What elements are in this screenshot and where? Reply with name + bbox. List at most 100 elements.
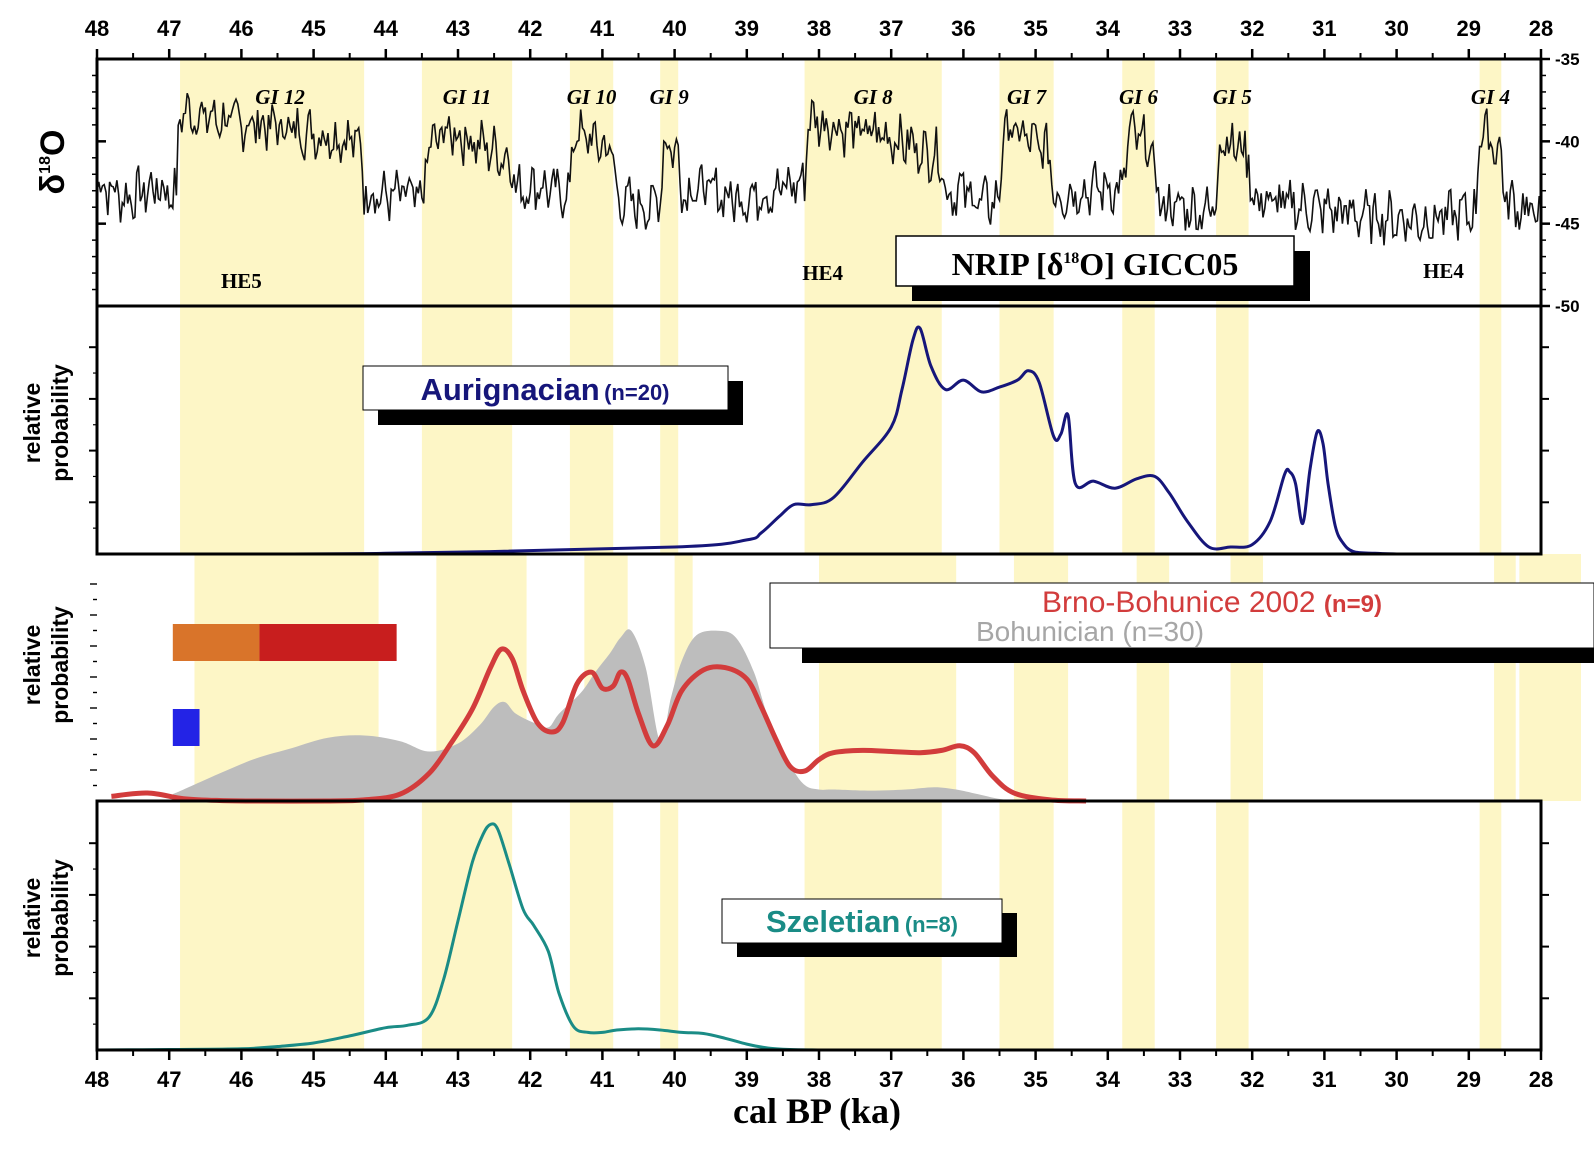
range-bar-orange (172, 624, 260, 661)
x-tick-label-top: 43 (446, 16, 470, 41)
x-tick-label-bottom: 42 (518, 1067, 542, 1092)
interstadial-band (180, 801, 365, 1050)
x-tick-label-bottom: 36 (951, 1067, 975, 1092)
x-tick-label-top: 35 (1023, 16, 1047, 41)
x-tick-label-bottom: 28 (1529, 1067, 1553, 1092)
x-tick-label-bottom: 45 (301, 1067, 325, 1092)
bohunice-panel (111, 624, 1087, 804)
brno-legend-n: (n=9) (1324, 591, 1382, 618)
x-tick-label-bottom: 39 (735, 1067, 759, 1092)
x-tick-label-top: 40 (662, 16, 686, 41)
szeletian-ylabel-line1: relative (19, 878, 45, 959)
aurignacian-series-line (96, 325, 1397, 556)
x-tick-label-top: 30 (1384, 16, 1408, 41)
range-bar-blue (172, 709, 200, 746)
interstadial-band (1479, 801, 1502, 1050)
interstadial-label: GI 10 (567, 85, 617, 109)
interstadial-band (660, 801, 679, 1050)
brno-legend-name: Brno-Bohunice 2002 (1042, 586, 1316, 619)
bohunice-ylabel-line2: probability (47, 606, 73, 724)
heinrich-event-label: HE4 (802, 261, 843, 285)
interstadial-band (421, 801, 513, 1050)
interstadial-label: GI 6 (1119, 85, 1159, 109)
x-tick-label-bottom: 47 (157, 1067, 181, 1092)
bohunician-legend-name: Bohunician (976, 616, 1115, 647)
x-tick-label-top: 31 (1312, 16, 1336, 41)
x-tick-label-bottom: 37 (879, 1067, 903, 1092)
y-tick-label-right: -50 (1555, 297, 1580, 316)
aurignacian-ylabel-line2: probability (47, 364, 73, 482)
d18o-legend: NRIP [δ18O] GICC05 (895, 235, 1310, 301)
x-tick-label-bottom: 48 (85, 1067, 109, 1092)
x-tick-label-top: 41 (590, 16, 614, 41)
x-axis-title: cal BP (ka) (733, 1091, 901, 1131)
bohunician-area (172, 629, 1051, 801)
x-tick-label-bottom: 43 (446, 1067, 470, 1092)
szeletian-ylabel-line2: probability (47, 859, 73, 977)
svg-text:δ18O: δ18O (34, 130, 72, 195)
aurignacian-ylabel-line1: relative (19, 383, 45, 464)
x-tick-label-bottom: 34 (1096, 1067, 1121, 1092)
x-tick-label-bottom: 44 (374, 1067, 399, 1092)
svg-text:Bohunician (n=30): Bohunician (n=30) (976, 616, 1204, 647)
x-tick-label-top: 46 (229, 16, 253, 41)
x-tick-label-top: 32 (1240, 16, 1264, 41)
x-tick-label-top: 48 (85, 16, 109, 41)
svg-text:Brno-Bohunice 2002 (n=9): Brno-Bohunice 2002 (n=9) (1042, 586, 1382, 619)
interstadial-label: GI 11 (443, 85, 491, 109)
interstadial-label: GI 9 (650, 85, 690, 109)
interstadial-band (569, 801, 614, 1050)
heinrich-event-label: HE5 (221, 269, 262, 293)
szeletian-panel (96, 822, 820, 1052)
x-tick-label-bottom: 41 (590, 1067, 614, 1092)
x-tick-label-bottom: 31 (1312, 1067, 1336, 1092)
d18o-series-line (96, 92, 1542, 246)
y-tick-label-right: -45 (1555, 215, 1580, 234)
x-tick-label-top: 39 (735, 16, 759, 41)
bohunician-legend-n: (n=30) (1122, 616, 1204, 647)
szeletian-series-line (96, 822, 820, 1052)
svg-text:NRIP [δ18O] GICC05: NRIP [δ18O] GICC05 (952, 246, 1239, 282)
interstadial-label: GI 4 (1471, 85, 1510, 109)
heinrich-event-label: HE4 (1423, 259, 1464, 283)
x-tick-label-top: 42 (518, 16, 542, 41)
bohunice-legend: Brno-Bohunice 2002 (n=9) Bohunician (n=3… (769, 582, 1594, 663)
x-tick-label-bottom: 29 (1457, 1067, 1481, 1092)
x-tick-label-top: 34 (1096, 16, 1121, 41)
d18o-axis-label: δ18O (34, 130, 72, 195)
x-tick-label-bottom: 46 (229, 1067, 253, 1092)
range-bar-red (259, 624, 397, 661)
brno-bohunice-series-line (111, 646, 1087, 804)
interstadial-label: GI 7 (1007, 85, 1048, 109)
x-tick-label-top: 33 (1168, 16, 1192, 41)
interstadial-label: GI 8 (854, 85, 894, 109)
svg-text:Aurignacian (n=20): Aurignacian (n=20) (420, 372, 669, 407)
x-tick-label-bottom: 32 (1240, 1067, 1264, 1092)
x-tick-label-bottom: 40 (662, 1067, 686, 1092)
x-tick-label-bottom: 38 (807, 1067, 831, 1092)
interstadial-label: GI 12 (255, 85, 305, 109)
axis-ticks: 48 48 47 47 46 46 45 45 44 44 43 43 42 42 41 41 40 40 39 39… (85, 16, 1580, 1092)
x-tick-label-top: 28 (1529, 16, 1553, 41)
d18o-panel (96, 92, 1542, 246)
x-tick-label-top: 38 (807, 16, 831, 41)
x-tick-label-bottom: 33 (1168, 1067, 1192, 1092)
aurignacian-legend-name: Aurignacian (420, 372, 599, 407)
interstadial-label: GI 5 (1213, 85, 1252, 109)
x-tick-label-bottom: 30 (1384, 1067, 1408, 1092)
x-tick-label-top: 47 (157, 16, 181, 41)
x-tick-label-top: 45 (301, 16, 325, 41)
x-tick-label-top: 44 (374, 16, 399, 41)
aurignacian-panel (96, 325, 1397, 556)
y-tick-label-right: -35 (1555, 50, 1580, 69)
y-tick-label-right: -40 (1555, 132, 1580, 151)
szeletian-legend-name: Szeletian (766, 904, 900, 939)
szeletian-legend-n: (n=8) (905, 912, 958, 937)
x-tick-label-top: 29 (1457, 16, 1481, 41)
x-tick-label-top: 37 (879, 16, 903, 41)
svg-text:Szeletian (n=8): Szeletian (n=8) (766, 904, 958, 939)
interstadial-band (1122, 801, 1155, 1050)
bohunice-ylabel-line1: relative (19, 625, 45, 706)
szeletian-legend: Szeletian (n=8) (721, 898, 1017, 957)
